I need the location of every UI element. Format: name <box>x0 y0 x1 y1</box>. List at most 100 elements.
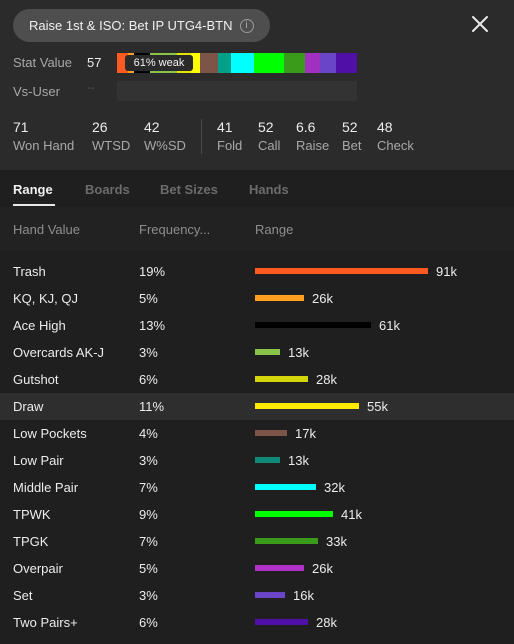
range-count: 41k <box>341 507 362 522</box>
vs-user-strip <box>117 81 357 101</box>
range-bar <box>255 322 371 328</box>
tab-bar: Range Boards Bet Sizes Hands <box>0 171 514 207</box>
hand-value-name: TPGK <box>13 534 49 549</box>
range-count: 32k <box>324 480 345 495</box>
range-bar <box>255 376 308 382</box>
range-bar <box>255 619 308 625</box>
stat-raise: 6.6 Raise <box>296 119 329 153</box>
tab-hands[interactable]: Hands <box>249 182 289 197</box>
tab-bet-sizes[interactable]: Bet Sizes <box>160 182 218 197</box>
strip-segment <box>319 53 336 73</box>
hand-value-name: TPWK <box>13 507 51 522</box>
table-row[interactable]: Gutshot 6% 28k <box>0 366 514 393</box>
strip-segment <box>217 53 231 73</box>
hand-value-name: Middle Pair <box>13 480 79 495</box>
hand-value-name: Ace High <box>13 318 66 333</box>
stat-label: Fold <box>217 138 243 153</box>
column-frequency[interactable]: Frequency... <box>139 222 211 237</box>
table-row[interactable]: Set 3% 16k <box>0 582 514 609</box>
close-button[interactable] <box>470 14 490 34</box>
range-bar <box>255 592 285 598</box>
hand-value-name: Set <box>13 588 33 603</box>
range-count: 17k <box>295 426 316 441</box>
hand-value-name: Two Pairs+ <box>13 615 78 630</box>
range-bar <box>255 511 333 517</box>
strip-segment <box>283 53 305 73</box>
range-bar <box>255 268 428 274</box>
stat-number: 71 <box>13 119 29 135</box>
range-count: 33k <box>326 534 347 549</box>
range-count: 28k <box>316 615 337 630</box>
stats-row: 71 Won Hand 26 WTSD 42 W%SD 41 Fold 52 C… <box>0 119 514 159</box>
stat-call: 52 Call <box>258 119 280 153</box>
table-row[interactable]: Draw 11% 55k <box>0 393 514 420</box>
stat-label: W%SD <box>144 138 186 153</box>
range-count: 13k <box>288 345 309 360</box>
table-row[interactable]: Overpair 5% 26k <box>0 555 514 582</box>
table-row[interactable]: Trash 19% 91k <box>0 258 514 285</box>
frequency-value: 13% <box>139 318 166 333</box>
stat-number: 52 <box>258 119 274 135</box>
range-count: 26k <box>312 561 333 576</box>
vs-user-value: -- <box>87 82 95 94</box>
frequency-value: 5% <box>139 561 158 576</box>
stat-label: Bet <box>342 138 362 153</box>
frequency-value: 11% <box>139 399 165 414</box>
tab-range[interactable]: Range <box>13 182 53 197</box>
strip-segment <box>231 53 254 73</box>
column-hand-value[interactable]: Hand Value <box>13 222 80 237</box>
hand-value-name: Draw <box>13 399 44 414</box>
range-bar <box>255 538 318 544</box>
table-header <box>0 207 514 251</box>
table-row[interactable]: KQ, KJ, QJ 5% 26k <box>0 285 514 312</box>
table-row[interactable]: Ace High 13% 61k <box>0 312 514 339</box>
info-icon[interactable]: i <box>239 18 254 33</box>
stats-divider <box>201 119 202 154</box>
frequency-value: 7% <box>139 480 158 495</box>
stat-check: 48 Check <box>377 119 414 153</box>
stat-label: Check <box>377 138 414 153</box>
strip-segment <box>199 53 218 73</box>
frequency-value: 6% <box>139 372 158 387</box>
strip-segment <box>117 53 128 73</box>
column-range[interactable]: Range <box>255 222 294 237</box>
hand-value-name: Overcards AK-J <box>13 345 105 360</box>
frequency-value: 4% <box>139 426 158 441</box>
frequency-value: 9% <box>139 507 158 522</box>
table-row[interactable]: Two Pairs+ 6% 28k <box>0 609 514 636</box>
range-bar <box>255 484 316 490</box>
hand-value-name: Low Pair <box>13 453 64 468</box>
range-count: 16k <box>293 588 314 603</box>
range-count: 28k <box>316 372 337 387</box>
stat-number: 41 <box>217 119 233 135</box>
table-row[interactable]: Low Pair 3% 13k <box>0 447 514 474</box>
table-row[interactable]: Overcards AK-J 3% 13k <box>0 339 514 366</box>
active-tab-indicator <box>13 204 55 206</box>
stat-won-hand: 71 Won Hand <box>13 119 74 153</box>
range-count: 13k <box>288 453 309 468</box>
range-count: 91k <box>436 264 457 279</box>
close-icon <box>472 16 488 32</box>
frequency-value: 7% <box>139 534 158 549</box>
stat-number: 6.6 <box>296 119 316 135</box>
stat-bet: 52 Bet <box>342 119 362 153</box>
title-text: Raise 1st & ISO: Bet IP UTG4-BTN <box>29 18 233 33</box>
strip-segment <box>253 53 284 73</box>
frequency-value: 3% <box>139 345 158 360</box>
table-row[interactable]: Middle Pair 7% 32k <box>0 474 514 501</box>
stat-value-number: 57 <box>87 55 102 70</box>
range-count: 61k <box>379 318 400 333</box>
table-row[interactable]: TPGK 7% 33k <box>0 528 514 555</box>
table-row[interactable]: TPWK 9% 41k <box>0 501 514 528</box>
title-pill[interactable]: Raise 1st & ISO: Bet IP UTG4-BTN i <box>13 9 270 42</box>
hand-value-name: Overpair <box>13 561 63 576</box>
range-bar <box>255 565 304 571</box>
tab-boards[interactable]: Boards <box>85 182 130 197</box>
range-count: 55k <box>367 399 388 414</box>
range-bar <box>255 403 359 409</box>
frequency-value: 6% <box>139 615 158 630</box>
table-row[interactable]: Low Pockets 4% 17k <box>0 420 514 447</box>
weak-badge: 61% weak <box>125 55 193 71</box>
range-bar <box>255 457 280 463</box>
stat-fold: 41 Fold <box>217 119 242 153</box>
